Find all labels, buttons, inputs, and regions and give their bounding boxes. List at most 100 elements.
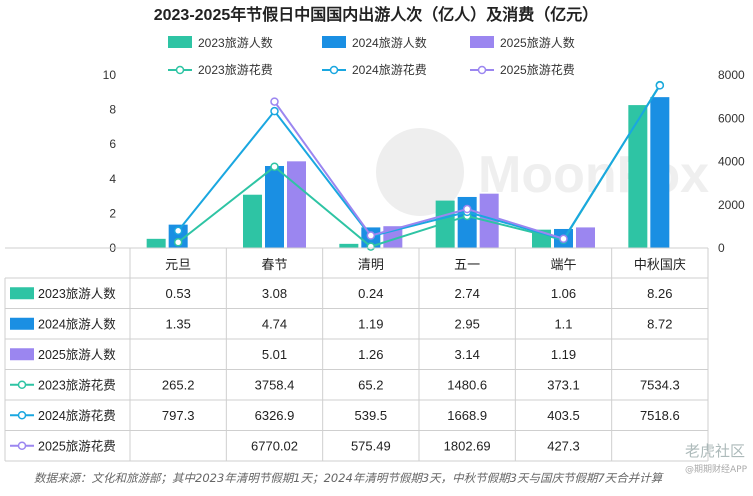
table-cell: 3.08 [262,286,287,301]
line-point [270,162,279,171]
line-point [270,97,279,106]
line-point [655,81,665,90]
watermark-text: MoonFox [478,146,709,204]
table-cell: 8.72 [647,316,672,331]
table-cell: 1.35 [166,316,191,331]
table-cell: 1.06 [551,286,576,301]
category-label: 端午 [550,257,576,272]
right-axis-tick-label: 6000 [718,111,745,125]
legend-label: 2024旅游人数 [352,35,427,50]
legend-label: 2024旅游花费 [352,62,427,77]
legend-label: 2023旅游人数 [198,35,273,50]
right-axis-tick-label: 0 [718,241,725,255]
table-cell: 6326.9 [255,408,295,423]
row-label: 2023旅游花费 [38,377,116,392]
legend-swatch-bar [322,36,346,48]
table-cell: 2.95 [455,316,480,331]
line-point [559,234,568,244]
left-axis-tick-label: 2 [109,206,116,220]
bar [243,194,262,248]
row-legend-marker [17,441,27,450]
table-cell: 1668.9 [447,408,487,423]
bar [576,227,595,248]
line-point [270,106,279,116]
data-source-note: 数据来源：文化和旅游部；其中2023年清明节假期1天；2024年清明节假期3天，… [34,471,663,485]
legend-label: 2025旅游花费 [500,62,575,77]
row-legend-marker [17,380,27,389]
category-label: 清明 [358,257,384,272]
legend-swatch-bar [470,36,494,48]
right-axis-tick-label: 4000 [718,155,745,169]
table-cell: 1802.69 [444,438,491,453]
line-point [366,242,376,251]
chart-title: 2023-2025年节假日中国国内出游人次（亿人）及消费（亿元） [154,5,599,24]
table-cell: 8.26 [647,286,672,301]
table-cell: 1.26 [358,347,383,362]
table-cell: 373.1 [547,377,580,392]
line-point [173,238,183,247]
bar [265,165,284,248]
legend-swatch-marker [477,65,487,75]
bar [339,243,359,248]
table-cell: 3758.4 [255,377,295,392]
bar [435,200,455,248]
app-watermark: @期期财经APP [684,465,747,475]
bar [457,196,477,248]
row-label: 2025旅游人数 [38,347,116,362]
row-legend-swatch [10,287,34,300]
bar [146,238,166,248]
table-cell: 1480.6 [447,377,487,392]
bar [628,105,648,249]
category-label: 春节 [261,257,287,272]
line-point [173,226,183,236]
left-axis-tick-label: 10 [103,68,117,82]
legend-swatch-bar [168,36,192,48]
table-cell: 4.74 [262,316,287,331]
right-axis-tick-label: 2000 [718,198,745,212]
row-label: 2024旅游人数 [38,316,116,331]
bar [650,97,670,248]
series-line [177,84,661,241]
category-label: 五一 [454,257,480,272]
table-cell: 6770.02 [251,438,298,453]
table-cell: 0.53 [166,286,191,301]
table-cell: 3.14 [455,347,480,362]
legend-swatch-marker [175,65,185,75]
table-cell: 5.01 [262,347,287,362]
line-point [366,231,376,240]
left-axis-tick-label: 8 [109,103,116,117]
table-cell: 575.49 [351,438,391,453]
table-cell: 1.19 [358,316,383,331]
table-cell: 403.5 [547,408,580,423]
category-label: 中秋国庆 [634,257,686,272]
bar [168,224,188,248]
row-label: 2024旅游花费 [38,408,116,423]
table-cell: 0.24 [358,286,383,301]
category-label: 元旦 [165,257,191,272]
table-cell: 7518.6 [640,408,680,423]
legend-swatch-marker [329,65,339,75]
left-axis-tick-label: 6 [109,137,116,151]
table-cell: 1.19 [551,347,576,362]
table-cell: 2.74 [455,286,480,301]
line-point [462,204,472,214]
community-watermark: 老虎社区 [684,442,745,460]
row-legend-marker [17,411,27,420]
row-legend-swatch [10,348,34,361]
table-cell: 797.3 [162,408,195,423]
table-cell: 265.2 [162,377,195,392]
bar [287,161,306,248]
right-axis-tick-label: 8000 [718,68,745,82]
series-line [273,101,564,240]
row-label: 2025旅游花费 [38,438,116,453]
table-cell: 65.2 [358,377,383,392]
table-cell: 427.3 [547,438,580,453]
row-label: 2023旅游人数 [38,286,116,301]
table-cell: 1.1 [554,316,572,331]
legend-label: 2023旅游花费 [198,62,273,77]
table-cell: 539.5 [355,408,388,423]
row-legend-swatch [10,317,34,330]
table-cell: 7534.3 [640,377,680,392]
legend-label: 2025旅游人数 [500,35,575,50]
